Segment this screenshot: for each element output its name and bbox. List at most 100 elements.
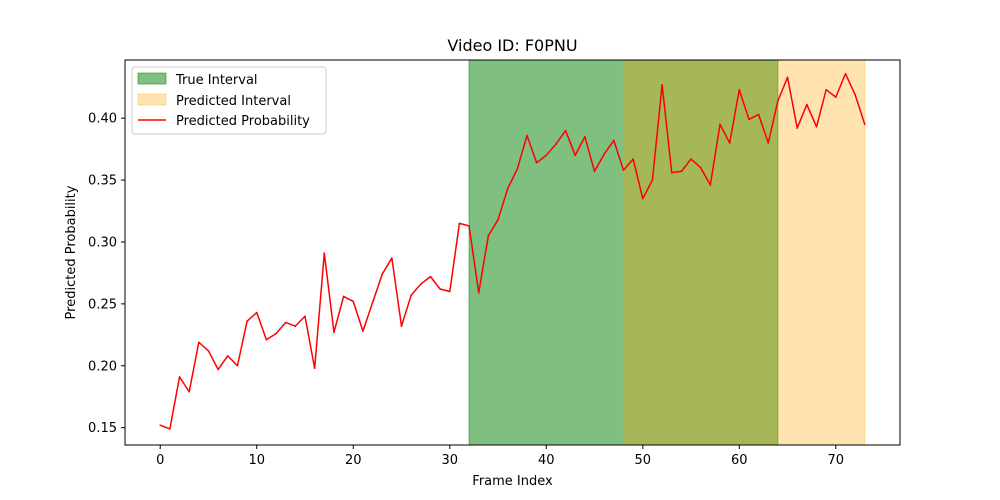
data-point (670, 171, 673, 174)
data-point (806, 103, 808, 106)
data-point (574, 154, 577, 157)
x-tick-label: 0 (156, 453, 164, 468)
data-point (487, 234, 490, 237)
data-point (207, 350, 210, 352)
data-point (178, 376, 181, 378)
legend-swatch-predicted-interval (137, 93, 167, 106)
intervals-layer (468, 59, 866, 446)
data-point (284, 321, 287, 324)
data-point (651, 179, 654, 181)
data-point (545, 154, 548, 157)
data-point (863, 123, 866, 126)
data-point (748, 118, 750, 121)
x-tick-label: 50 (635, 453, 652, 468)
y-tick-label: 0.15 (88, 421, 117, 436)
data-point (709, 184, 712, 186)
data-point (265, 338, 268, 341)
data-point (844, 72, 847, 75)
x-axis: 0 10 20 30 40 50 60 70 (156, 445, 844, 468)
x-axis-label: Frame Index (472, 474, 553, 489)
data-point (757, 113, 760, 116)
data-point (477, 291, 480, 294)
data-point (603, 153, 605, 155)
data-point (516, 168, 519, 170)
legend: True Interval Predicted Interval Predict… (131, 66, 327, 135)
data-point (429, 275, 432, 278)
data-point (294, 325, 297, 327)
data-point (815, 126, 818, 128)
data-point (796, 127, 799, 129)
interval-span-predicted-interval (622, 59, 866, 446)
chart-title: Video ID: F0PNU (447, 36, 577, 55)
data-point (632, 158, 634, 160)
data-point (825, 88, 827, 91)
data-point (584, 135, 586, 138)
data-point (468, 225, 470, 227)
data-point (593, 170, 596, 173)
data-point (333, 331, 335, 334)
y-tick-label: 0.25 (88, 297, 117, 312)
data-point (420, 283, 422, 285)
data-point (526, 134, 528, 137)
data-point (564, 129, 567, 132)
data-point (835, 96, 837, 98)
data-point (323, 252, 326, 254)
data-point (777, 100, 779, 102)
data-point (217, 368, 219, 371)
data-point (613, 139, 615, 142)
legend-label-predicted-interval: Predicted Interval (176, 94, 291, 109)
x-tick-label: 60 (731, 453, 748, 468)
legend-label-predicted-probability: Predicted Probability (176, 114, 310, 129)
legend-box (131, 66, 327, 135)
data-point (169, 428, 171, 430)
x-tick-label: 40 (538, 453, 555, 468)
data-point (381, 273, 384, 275)
data-point (246, 320, 248, 323)
legend-swatch-true-interval (137, 72, 167, 85)
x-tick-label: 30 (441, 453, 458, 468)
data-point (400, 325, 403, 327)
legend-label-true-interval: True Interval (175, 73, 258, 88)
data-point (448, 290, 451, 293)
data-point (362, 330, 364, 332)
data-point (188, 390, 190, 393)
y-tick-label: 0.20 (88, 359, 117, 374)
y-tick-label: 0.35 (88, 174, 117, 189)
data-point (622, 169, 625, 171)
data-point (680, 170, 683, 173)
data-point (458, 222, 461, 225)
data-point (226, 355, 229, 357)
data-point (786, 76, 789, 79)
data-point (391, 257, 393, 259)
data-point (690, 158, 692, 160)
data-point (275, 332, 277, 335)
data-point (661, 83, 663, 86)
interval-span-true-interval (468, 59, 779, 446)
series-line-predicted-probability (159, 72, 866, 430)
data-point (313, 367, 316, 370)
data-point (767, 142, 770, 144)
data-point (497, 218, 499, 221)
data-point (738, 88, 741, 91)
data-point (641, 197, 644, 200)
line-layer (159, 72, 866, 430)
y-tick-label: 0.40 (88, 112, 117, 127)
data-point (535, 161, 538, 164)
y-axis: 0.15 0.20 0.25 0.30 0.35 0.40 (88, 112, 125, 436)
plot-frame (124, 59, 901, 446)
x-tick-label: 70 (828, 453, 845, 468)
data-point (352, 300, 355, 303)
data-point (159, 424, 162, 426)
data-point (854, 93, 856, 96)
x-tick-label: 20 (345, 453, 362, 468)
data-point (236, 364, 239, 367)
data-point (555, 143, 557, 145)
y-axis-label: Predicted Probability (64, 185, 79, 319)
y-tick-label: 0.30 (88, 235, 117, 250)
data-point (255, 311, 258, 314)
data-point (439, 288, 441, 290)
data-point (506, 187, 509, 190)
data-point (410, 294, 412, 297)
data-point (198, 341, 200, 344)
